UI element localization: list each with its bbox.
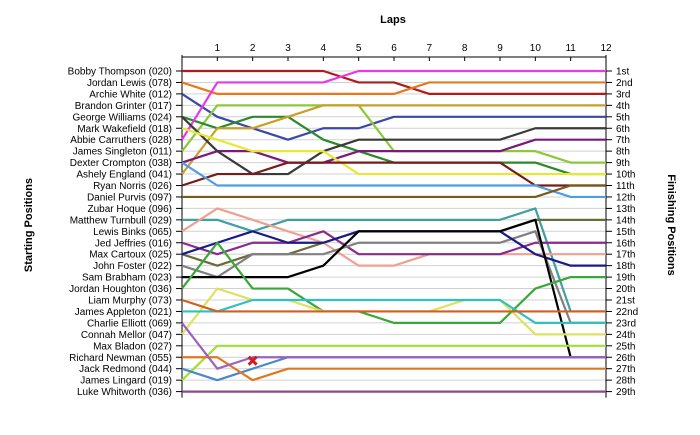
series-line	[181, 322, 606, 370]
driver-label: Luke Whitworth (036)	[77, 387, 172, 398]
finishing-position-label: 27th	[616, 364, 635, 375]
series-line	[182, 184, 606, 199]
series-line	[182, 69, 606, 96]
lap-tick-label: 10	[530, 43, 542, 54]
finishing-position-label: 15th	[616, 227, 635, 238]
driver-label: Dexter Crompton (038)	[70, 158, 172, 169]
starting-position-labels: Bobby Thompson (020)Jordan Lewis (078)Ar…	[68, 67, 182, 398]
finishing-position-label: 6th	[616, 124, 630, 135]
driver-label: John Foster (022)	[93, 261, 172, 272]
lap-tick-label: 1	[215, 43, 221, 54]
finishing-position-label: 11th	[616, 181, 635, 192]
driver-label: Connah Mellor (047)	[81, 330, 172, 341]
finishing-position-label: 29th	[616, 387, 635, 398]
driver-label: Lewis Binks (065)	[93, 227, 172, 238]
finishing-position-label: 14th	[616, 215, 635, 226]
finishing-position-label: 20th	[616, 284, 635, 295]
y-axis-title-left: Starting Positions	[23, 178, 35, 272]
driver-label: Zubar Hoque (096)	[88, 204, 173, 215]
series-line	[181, 104, 606, 175]
series-line	[181, 298, 606, 313]
finishing-position-label: 16th	[616, 238, 635, 249]
markers	[247, 355, 258, 366]
lap-ticks: 1 2 3 4 5 6 7 8 9 10 11 12	[215, 43, 612, 61]
driver-label: Charlie Elliott (069)	[87, 318, 172, 329]
driver-label: Richard Newman (055)	[69, 353, 172, 364]
finishing-position-label: 24th	[616, 330, 635, 341]
driver-label: Max Cartoux (025)	[89, 250, 172, 261]
series-line	[181, 241, 606, 324]
driver-label: Jack Redmond (044)	[79, 364, 172, 375]
finishing-position-label: 22nd	[616, 307, 638, 318]
finishing-position-label: 3rd	[616, 89, 630, 100]
series-line	[181, 344, 606, 381]
lap-tick-label: 11	[565, 43, 576, 54]
driver-label: James Appleton (021)	[75, 307, 172, 318]
series-line	[181, 104, 606, 164]
finishing-position-label: 1st	[616, 67, 630, 78]
series-line	[181, 127, 606, 176]
finishing-position-label: 25th	[616, 341, 635, 352]
finishing-position-label: 21st	[616, 296, 635, 307]
finishing-position-label: 28th	[616, 376, 635, 387]
incident-marker	[247, 355, 258, 366]
lap-tick-label: 8	[462, 43, 468, 54]
driver-label: Daniel Purvis (097)	[87, 192, 172, 203]
driver-label: Archie White (012)	[89, 89, 172, 100]
finishing-position-label: 5th	[616, 112, 630, 123]
series-line	[182, 218, 606, 359]
lap-tick-label: 12	[600, 43, 612, 54]
driver-label: James Lingard (019)	[80, 376, 172, 387]
driver-label: Brandon Grinter (017)	[75, 101, 172, 112]
finishing-position-label: 7th	[616, 135, 630, 146]
driver-label: Jordan Lewis (078)	[87, 78, 172, 89]
series-line	[182, 356, 606, 382]
finishing-position-label: 2nd	[616, 78, 633, 89]
lap-tick-label: 2	[250, 43, 256, 54]
finishing-position-label: 26th	[616, 353, 635, 364]
finishing-position-label: 13th	[616, 204, 635, 215]
driver-label: Sam Brabham (023)	[82, 273, 172, 284]
x-axis-title: Laps	[380, 14, 406, 26]
finishing-position-label: 8th	[616, 147, 630, 158]
finishing-position-label: 19th	[616, 273, 635, 284]
lap-tick-label: 4	[321, 43, 327, 54]
lap-tick-label: 9	[497, 43, 503, 54]
finishing-position-label: 10th	[616, 170, 635, 181]
driver-label: Matthew Turnbull (029)	[70, 215, 172, 226]
lap-tick-label: 6	[391, 43, 397, 54]
driver-label: Jordan Houghton (036)	[69, 284, 172, 295]
finishing-position-label: 17th	[616, 250, 635, 261]
driver-label: Ryan Norris (026)	[93, 181, 172, 192]
series-line	[181, 161, 606, 199]
lap-tick-label: 3	[285, 43, 291, 54]
driver-label: James Singleton (011)	[73, 147, 172, 158]
driver-label: Jed Jeffries (016)	[95, 238, 172, 249]
driver-label: Mark Wakefield (018)	[77, 124, 172, 135]
driver-label: Abbie Carruthers (028)	[70, 135, 172, 146]
finishing-position-labels: 1st2nd3rd4th5th6th7th8th9th10th11th12th1…	[606, 67, 638, 398]
driver-label: Max Bladon (027)	[93, 341, 172, 352]
series-lines	[181, 69, 606, 393]
y-axis-title-right: Finishing Positions	[665, 174, 677, 275]
marker-stroke	[247, 355, 258, 366]
series-line	[182, 298, 606, 324]
series-line	[181, 69, 606, 141]
driver-label: Liam Murphy (073)	[88, 296, 172, 307]
driver-label: Bobby Thompson (020)	[68, 67, 172, 78]
finishing-position-label: 23rd	[616, 318, 636, 329]
lap-tick-label: 7	[427, 43, 433, 54]
finishing-position-label: 9th	[616, 158, 630, 169]
driver-label: Ashely England (041)	[76, 170, 172, 181]
finishing-position-label: 12th	[616, 192, 635, 203]
lap-tick-label: 5	[356, 43, 362, 54]
driver-label: George Williams (024)	[73, 112, 172, 123]
series-line	[181, 230, 606, 256]
series-line	[181, 81, 606, 96]
finishing-position-label: 4th	[616, 101, 630, 112]
series-line	[181, 230, 606, 324]
finishing-position-label: 18th	[616, 261, 635, 272]
